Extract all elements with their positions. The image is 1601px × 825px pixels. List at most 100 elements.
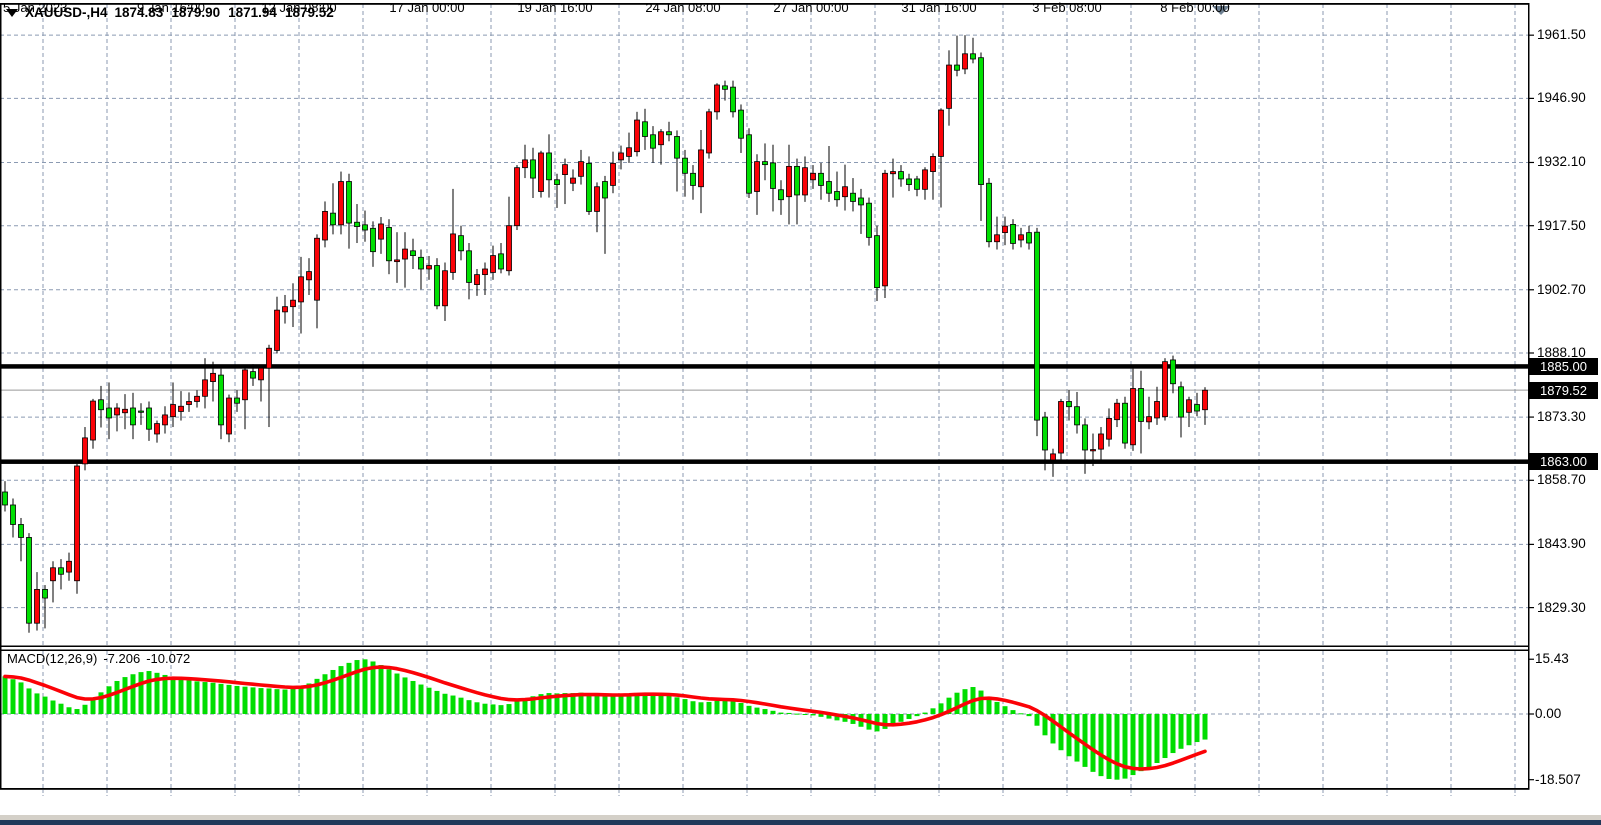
bear-candle[interactable] — [530, 159, 536, 179]
bear-candle[interactable] — [18, 524, 24, 538]
bull-candle[interactable] — [178, 405, 184, 412]
bear-candle[interactable] — [650, 134, 656, 149]
bear-candle[interactable] — [1122, 402, 1128, 444]
bear-candle[interactable] — [1042, 416, 1048, 451]
bull-candle[interactable] — [314, 237, 320, 301]
bull-candle[interactable] — [658, 131, 664, 146]
bull-candle[interactable] — [1050, 453, 1056, 461]
bear-candle[interactable] — [498, 253, 504, 270]
bull-candle[interactable] — [514, 167, 520, 227]
bull-candle[interactable] — [842, 186, 848, 198]
bull-candle[interactable] — [578, 161, 584, 177]
bear-candle[interactable] — [26, 537, 32, 624]
bull-candle[interactable] — [442, 270, 448, 307]
bull-candle[interactable] — [258, 367, 264, 381]
bear-candle[interactable] — [954, 64, 960, 71]
bear-candle[interactable] — [898, 171, 904, 180]
bull-candle[interactable] — [1106, 417, 1112, 440]
bear-candle[interactable] — [1178, 386, 1184, 418]
bear-candle[interactable] — [1074, 406, 1080, 426]
bear-candle[interactable] — [1170, 359, 1176, 385]
bull-candle[interactable] — [634, 119, 640, 153]
bear-candle[interactable] — [410, 250, 416, 256]
bear-candle[interactable] — [362, 224, 368, 231]
bear-candle[interactable] — [250, 371, 256, 379]
bear-candle[interactable] — [914, 178, 920, 190]
bear-candle[interactable] — [770, 162, 776, 189]
bear-candle[interactable] — [98, 399, 104, 411]
bear-candle[interactable] — [826, 181, 832, 194]
bear-candle[interactable] — [58, 567, 64, 575]
bull-candle[interactable] — [34, 589, 40, 624]
bull-candle[interactable] — [994, 234, 1000, 243]
bull-candle[interactable] — [226, 397, 232, 435]
bull-candle[interactable] — [754, 161, 760, 192]
bear-candle[interactable] — [1034, 231, 1040, 421]
bear-candle[interactable] — [866, 202, 872, 238]
bear-candle[interactable] — [346, 181, 352, 224]
bull-candle[interactable] — [162, 414, 168, 426]
bull-candle[interactable] — [938, 109, 944, 157]
bull-candle[interactable] — [522, 159, 528, 169]
bear-candle[interactable] — [818, 172, 824, 186]
bear-candle[interactable] — [738, 109, 744, 139]
bear-candle[interactable] — [586, 162, 592, 212]
bull-candle[interactable] — [1130, 388, 1136, 446]
bull-candle[interactable] — [1002, 225, 1008, 234]
bear-candle[interactable] — [986, 182, 992, 243]
bull-candle[interactable] — [594, 186, 600, 212]
bull-candle[interactable] — [882, 172, 888, 287]
bull-candle[interactable] — [450, 233, 456, 273]
bull-candle[interactable] — [90, 400, 96, 441]
bear-candle[interactable] — [906, 178, 912, 185]
bull-candle[interactable] — [306, 271, 312, 281]
bull-candle[interactable] — [402, 248, 408, 260]
bull-candle[interactable] — [1154, 401, 1160, 419]
bull-candle[interactable] — [802, 167, 808, 196]
bear-candle[interactable] — [554, 179, 560, 185]
bull-candle[interactable] — [626, 147, 632, 157]
bull-candle[interactable] — [562, 164, 568, 176]
bear-candle[interactable] — [418, 256, 424, 270]
bear-candle[interactable] — [978, 57, 984, 185]
bear-candle[interactable] — [690, 172, 696, 186]
bull-candle[interactable] — [266, 347, 272, 369]
bull-candle[interactable] — [570, 177, 576, 184]
bear-candle[interactable] — [218, 374, 224, 426]
bear-candle[interactable] — [354, 221, 360, 227]
chart-shift-marker-icon[interactable] — [1212, 6, 1230, 15]
bull-candle[interactable] — [298, 276, 304, 303]
horizontal-level-line[interactable] — [0, 364, 1528, 369]
bull-candle[interactable] — [1114, 402, 1120, 421]
bear-candle[interactable] — [602, 181, 608, 199]
bull-candle[interactable] — [274, 309, 280, 351]
bull-candle[interactable] — [698, 149, 704, 188]
ohlc-dropdown-icon[interactable] — [6, 8, 18, 17]
bear-candle[interactable] — [1194, 404, 1200, 412]
bull-candle[interactable] — [66, 560, 72, 573]
bear-candle[interactable] — [10, 504, 16, 525]
panel-separator-1[interactable] — [0, 645, 1530, 648]
bull-candle[interactable] — [82, 437, 88, 465]
horizontal-level-line[interactable] — [0, 459, 1528, 464]
bear-candle[interactable] — [434, 265, 440, 307]
bear-candle[interactable] — [458, 235, 464, 252]
bull-candle[interactable] — [186, 401, 192, 405]
bear-candle[interactable] — [1026, 232, 1032, 244]
bull-candle[interactable] — [890, 171, 896, 175]
bull-candle[interactable] — [210, 372, 216, 382]
bear-candle[interactable] — [138, 410, 144, 413]
bear-candle[interactable] — [234, 397, 240, 404]
bear-candle[interactable] — [642, 121, 648, 137]
bull-candle[interactable] — [282, 306, 288, 313]
bull-candle[interactable] — [538, 152, 544, 192]
bull-candle[interactable] — [714, 84, 720, 113]
bull-candle[interactable] — [74, 465, 80, 582]
bull-candle[interactable] — [610, 162, 616, 186]
bear-candle[interactable] — [730, 86, 736, 113]
bear-candle[interactable] — [466, 250, 472, 283]
bear-candle[interactable] — [666, 131, 672, 136]
bull-candle[interactable] — [1058, 401, 1064, 454]
bear-candle[interactable] — [106, 407, 112, 419]
